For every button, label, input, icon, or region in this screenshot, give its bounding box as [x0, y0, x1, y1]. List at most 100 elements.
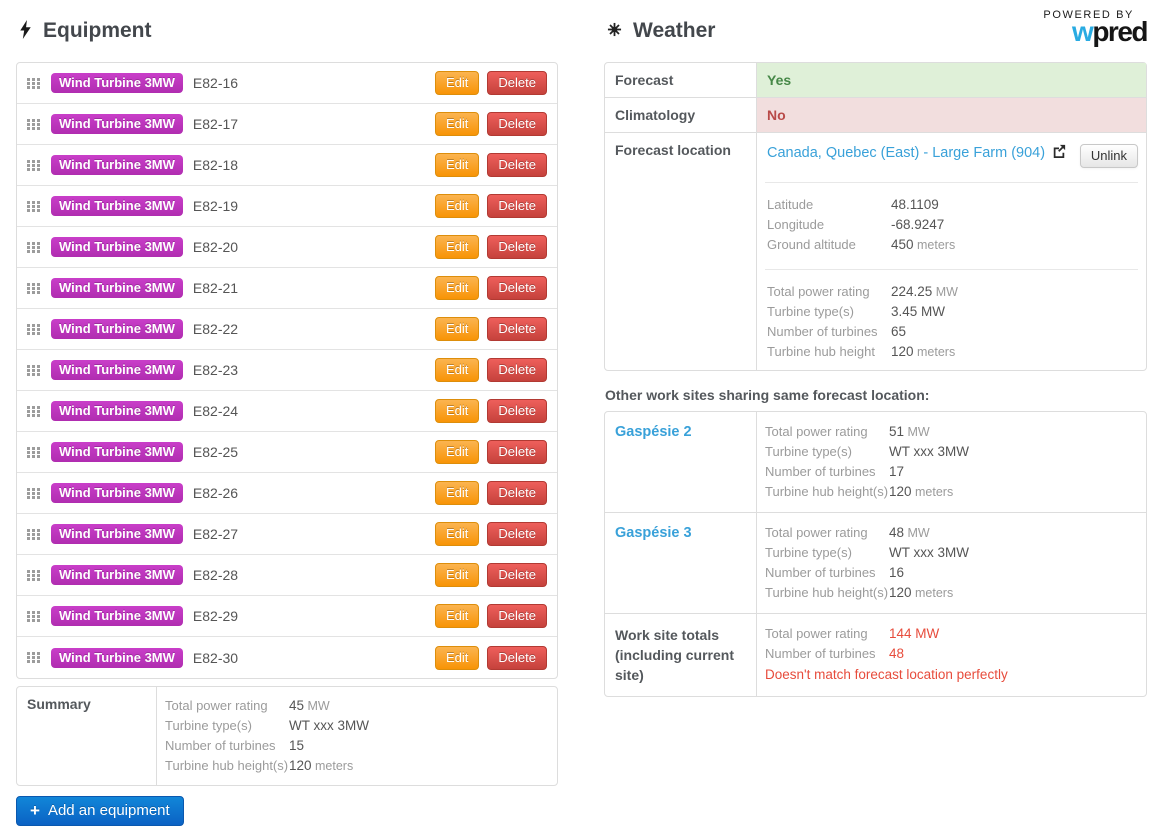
detail-label: Turbine hub height(s): [765, 484, 889, 499]
detail-row: Total power rating 51 MW: [765, 422, 1138, 442]
work-site-link[interactable]: Gaspésie 3: [615, 525, 692, 541]
grip-icon[interactable]: [27, 364, 40, 376]
delete-button[interactable]: Delete: [487, 522, 547, 546]
edit-button[interactable]: Edit: [435, 194, 480, 218]
edit-button[interactable]: Edit: [435, 563, 480, 587]
equipment-type-badge: Wind Turbine 3MW: [51, 565, 183, 585]
detail-value: 48 MW: [889, 525, 930, 540]
delete-button[interactable]: Delete: [487, 440, 547, 464]
grip-icon[interactable]: [27, 405, 40, 417]
work-site-link[interactable]: Gaspésie 2: [615, 424, 692, 440]
equipment-row: Wind Turbine 3MW E82-30 Edit Delete: [17, 637, 557, 678]
grip-icon[interactable]: [27, 610, 40, 622]
edit-button[interactable]: Edit: [435, 71, 480, 95]
detail-label: Turbine type(s): [767, 304, 854, 319]
edit-button[interactable]: Edit: [435, 153, 480, 177]
equipment-type-badge: Wind Turbine 3MW: [51, 442, 183, 462]
grip-icon[interactable]: [27, 118, 40, 130]
edit-button[interactable]: Edit: [435, 112, 480, 136]
detail-label: Ground altitude: [767, 237, 856, 252]
detail-label: Total power rating: [765, 626, 868, 641]
detail-label: Number of turbines: [767, 324, 878, 339]
delete-button[interactable]: Delete: [487, 563, 547, 587]
equipment-name: E82-23: [192, 362, 239, 378]
detail-value: 450 meters: [891, 237, 956, 252]
climatology-row: Climatology No: [605, 98, 1146, 133]
detail-row: Turbine hub height(s) 120 meters: [765, 482, 1138, 502]
edit-button[interactable]: Edit: [435, 276, 480, 300]
detail-value: 17: [889, 464, 905, 479]
forecast-row: Forecast Yes: [605, 63, 1146, 98]
grip-icon[interactable]: [27, 652, 40, 663]
work-site-totals-row: Work site totals (including current site…: [605, 614, 1146, 696]
grip-icon[interactable]: [27, 569, 40, 581]
delete-button[interactable]: Delete: [487, 194, 547, 218]
detail-value: 224.25 MW: [891, 284, 958, 299]
equipment-header: Equipment: [16, 0, 558, 62]
equipment-row: Wind Turbine 3MW E82-21 Edit Delete: [17, 268, 557, 309]
detail-label: Longitude: [767, 217, 825, 232]
grip-icon[interactable]: [27, 200, 40, 212]
equipment-type-badge: Wind Turbine 3MW: [51, 237, 183, 257]
detail-value: 120 meters: [889, 484, 954, 499]
edit-button[interactable]: Edit: [435, 235, 480, 259]
delete-button[interactable]: Delete: [487, 71, 547, 95]
detail-value: 65: [891, 324, 907, 339]
delete-button[interactable]: Delete: [487, 481, 547, 505]
equipment-row: Wind Turbine 3MW E82-23 Edit Delete: [17, 350, 557, 391]
edit-button[interactable]: Edit: [435, 522, 480, 546]
grip-icon[interactable]: [27, 487, 40, 499]
grip-icon[interactable]: [27, 241, 40, 253]
equipment-row: Wind Turbine 3MW E82-27 Edit Delete: [17, 514, 557, 555]
delete-button[interactable]: Delete: [487, 604, 547, 628]
brand-rest: pred: [1092, 16, 1148, 47]
detail-label: Number of turbines: [765, 464, 876, 479]
equipment-name: E82-17: [192, 116, 239, 132]
forecast-label: Forecast: [605, 63, 757, 97]
grip-icon[interactable]: [27, 282, 40, 294]
detail-row: Turbine hub height 120 meters: [767, 342, 1138, 362]
detail-label: Number of turbines: [765, 565, 876, 580]
equipment-name: E82-29: [192, 608, 239, 624]
delete-button[interactable]: Delete: [487, 276, 547, 300]
edit-button[interactable]: Edit: [435, 604, 480, 628]
add-equipment-label: Add an equipment: [47, 802, 170, 819]
edit-button[interactable]: Edit: [435, 358, 480, 382]
detail-label: Turbine type(s): [165, 718, 252, 733]
edit-button[interactable]: Edit: [435, 399, 480, 423]
detail-label: Turbine type(s): [765, 444, 852, 459]
edit-button[interactable]: Edit: [435, 317, 480, 341]
work-site-totals-label: Work site totals (including current site…: [615, 627, 734, 683]
detail-unit: MW: [304, 699, 330, 713]
delete-button[interactable]: Delete: [487, 153, 547, 177]
grip-icon[interactable]: [27, 528, 40, 540]
delete-button[interactable]: Delete: [487, 235, 547, 259]
equipment-type-badge: Wind Turbine 3MW: [51, 606, 183, 626]
grip-icon[interactable]: [27, 323, 40, 335]
detail-value: 3.45 MW: [891, 304, 946, 319]
detail-value: 16: [889, 565, 905, 580]
add-equipment-button[interactable]: + Add an equipment: [16, 796, 184, 826]
edit-button[interactable]: Edit: [435, 481, 480, 505]
detail-value: 15: [289, 738, 305, 753]
detail-value: 120 meters: [891, 344, 956, 359]
edit-button[interactable]: Edit: [435, 645, 480, 670]
delete-button[interactable]: Delete: [487, 399, 547, 423]
delete-button[interactable]: Delete: [487, 317, 547, 341]
unlink-button[interactable]: Unlink: [1079, 144, 1138, 168]
delete-button[interactable]: Delete: [487, 112, 547, 136]
detail-unit: MW: [904, 526, 930, 540]
grip-icon[interactable]: [27, 77, 40, 89]
detail-label: Number of turbines: [765, 646, 876, 661]
delete-button[interactable]: Delete: [487, 358, 547, 382]
edit-button[interactable]: Edit: [435, 440, 480, 464]
detail-row: Turbine hub height(s) 120 meters: [165, 756, 549, 776]
equipment-type-badge: Wind Turbine 3MW: [51, 278, 183, 298]
forecast-location-link[interactable]: Canada, Quebec (East) - Large Farm (904): [767, 144, 1066, 162]
detail-value: 45 MW: [289, 698, 330, 713]
grip-icon[interactable]: [27, 159, 40, 171]
grip-icon[interactable]: [27, 446, 40, 458]
forecast-location-cell: Canada, Quebec (East) - Large Farm (904)…: [757, 133, 1146, 370]
detail-value: WT xxx 3MW: [889, 545, 969, 560]
delete-button[interactable]: Delete: [487, 645, 547, 670]
